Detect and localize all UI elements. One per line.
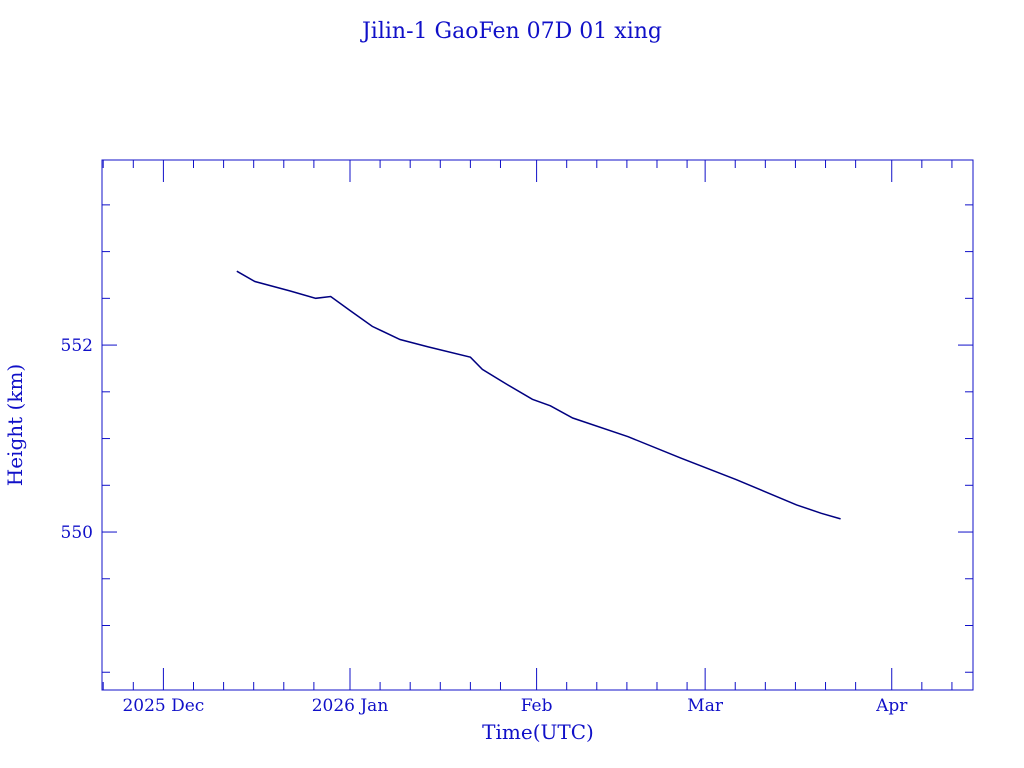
height-series-line <box>236 270 841 520</box>
y-tick-label: 552 <box>61 336 93 356</box>
tick-labels: 550 552 2025 Dec 2026 Jan Feb Mar Apr <box>61 336 909 716</box>
x-tick-label: Feb <box>521 696 553 716</box>
x-tick-label: Apr <box>875 696 908 716</box>
x-tick-label: 2025 Dec <box>122 696 204 716</box>
plot-frame <box>101 159 974 691</box>
x-axis-label: Time(UTC) <box>482 720 594 744</box>
y-axis-label: Height (km) <box>3 364 27 486</box>
x-tick-label: 2026 Jan <box>312 696 389 716</box>
chart-title: Jilin-1 GaoFen 07D 01 xing <box>360 19 662 44</box>
ticks <box>102 160 973 690</box>
y-tick-label: 550 <box>61 523 93 543</box>
x-tick-label: Mar <box>687 696 724 716</box>
